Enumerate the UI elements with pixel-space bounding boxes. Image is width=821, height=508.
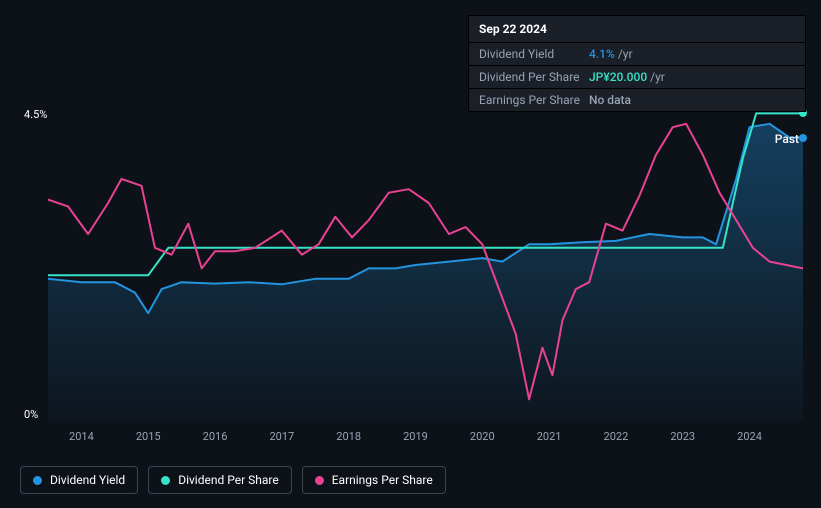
legend: Dividend Yield Dividend Per Share Earnings… [20, 466, 446, 494]
tooltip-row: Dividend Per ShareJP¥20.000/yr [469, 66, 805, 89]
dividend_yield-area [48, 124, 803, 420]
x-tick: 2017 [269, 430, 294, 443]
x-tick: 2014 [69, 430, 94, 443]
tooltip: Sep 22 2024 Dividend Yield4.1%/yrDividen… [468, 15, 806, 112]
tooltip-key: Dividend Yield [479, 47, 589, 61]
x-tick: 2022 [604, 430, 629, 443]
x-tick: 2021 [537, 430, 562, 443]
legend-dot-icon [33, 476, 42, 485]
legend-label: Earnings Per Share [332, 473, 433, 487]
legend-dot-icon [315, 476, 324, 485]
x-tick: 2018 [336, 430, 361, 443]
tooltip-value: 4.1%/yr [589, 47, 633, 61]
legend-item-earnings_per_share[interactable]: Earnings Per Share [302, 466, 446, 494]
tooltip-value: JP¥20.000/yr [589, 70, 665, 84]
tooltip-value: No data [589, 93, 631, 107]
tooltip-title: Sep 22 2024 [469, 16, 805, 43]
legend-item-dividend_yield[interactable]: Dividend Yield [20, 466, 138, 494]
x-tick: 2019 [403, 430, 428, 443]
legend-item-dividend_per_share[interactable]: Dividend Per Share [148, 466, 292, 494]
x-tick: 2020 [470, 430, 495, 443]
tooltip-key: Earnings Per Share [479, 93, 589, 107]
chart-container: 4.5% 0% Past 2014 2015 2016 2017 2018 2019 202… [0, 0, 821, 460]
dividend_yield-end-dot [799, 134, 807, 142]
chart-plot [48, 110, 803, 420]
legend-dot-icon [161, 476, 170, 485]
x-tick: 2023 [670, 430, 695, 443]
y-axis-tick-max: 4.5% [24, 108, 47, 121]
x-axis: 2014 2015 2016 2017 2018 2019 2020 2021 2022 2023… [48, 430, 811, 450]
past-label: Past [775, 132, 799, 146]
legend-label: Dividend Yield [50, 473, 125, 487]
x-tick: 2016 [203, 430, 228, 443]
legend-label: Dividend Per Share [178, 473, 279, 487]
x-tick: 2015 [136, 430, 161, 443]
x-tick: 2024 [737, 430, 762, 443]
y-axis-tick-min: 0% [24, 408, 38, 421]
tooltip-key: Dividend Per Share [479, 70, 589, 84]
tooltip-row: Earnings Per ShareNo data [469, 89, 805, 111]
tooltip-row: Dividend Yield4.1%/yr [469, 43, 805, 66]
